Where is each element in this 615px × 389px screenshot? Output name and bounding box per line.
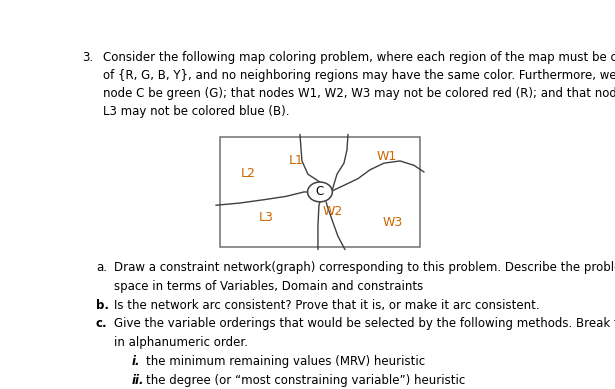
- Ellipse shape: [308, 182, 332, 202]
- Text: the degree (or “most constraining variable”) heuristic: the degree (or “most constraining variab…: [146, 374, 465, 387]
- Text: c.: c.: [96, 317, 108, 330]
- Text: Draw a constraint network(graph) corresponding to this problem. Describe the pro: Draw a constraint network(graph) corresp…: [114, 261, 615, 274]
- Text: W1: W1: [377, 150, 397, 163]
- Bar: [220, 137, 420, 247]
- Text: node C be green (G); that nodes W1, W2, W3 may not be colored red (R); and that : node C be green (G); that nodes W1, W2, …: [103, 87, 615, 100]
- Text: space in terms of Variables, Domain and constraints: space in terms of Variables, Domain and …: [114, 280, 423, 293]
- Text: Consider the following map coloring problem, where each region of the map must b: Consider the following map coloring prob…: [103, 51, 615, 64]
- Text: b.: b.: [96, 299, 109, 312]
- Text: Give the variable orderings that would be selected by the following methods. Bre: Give the variable orderings that would b…: [114, 317, 615, 330]
- Text: a.: a.: [96, 261, 107, 274]
- Text: L3 may not be colored blue (B).: L3 may not be colored blue (B).: [103, 105, 290, 118]
- Text: Is the network arc consistent? Prove that it is, or make it arc consistent.: Is the network arc consistent? Prove tha…: [114, 299, 540, 312]
- Text: i.: i.: [132, 355, 140, 368]
- Text: L1: L1: [288, 154, 303, 167]
- Text: W3: W3: [383, 217, 403, 230]
- Text: C: C: [316, 186, 324, 198]
- Text: L2: L2: [240, 166, 255, 180]
- Text: W2: W2: [323, 205, 343, 218]
- Text: L3: L3: [258, 211, 273, 224]
- Text: 3.: 3.: [82, 51, 93, 64]
- Text: the minimum remaining values (MRV) heuristic: the minimum remaining values (MRV) heuri…: [146, 355, 425, 368]
- Text: in alphanumeric order.: in alphanumeric order.: [114, 336, 248, 349]
- Text: of {R, G, B, Y}, and no neighboring regions may have the same color. Furthermore: of {R, G, B, Y}, and no neighboring regi…: [103, 69, 615, 82]
- Text: ii.: ii.: [132, 374, 144, 387]
